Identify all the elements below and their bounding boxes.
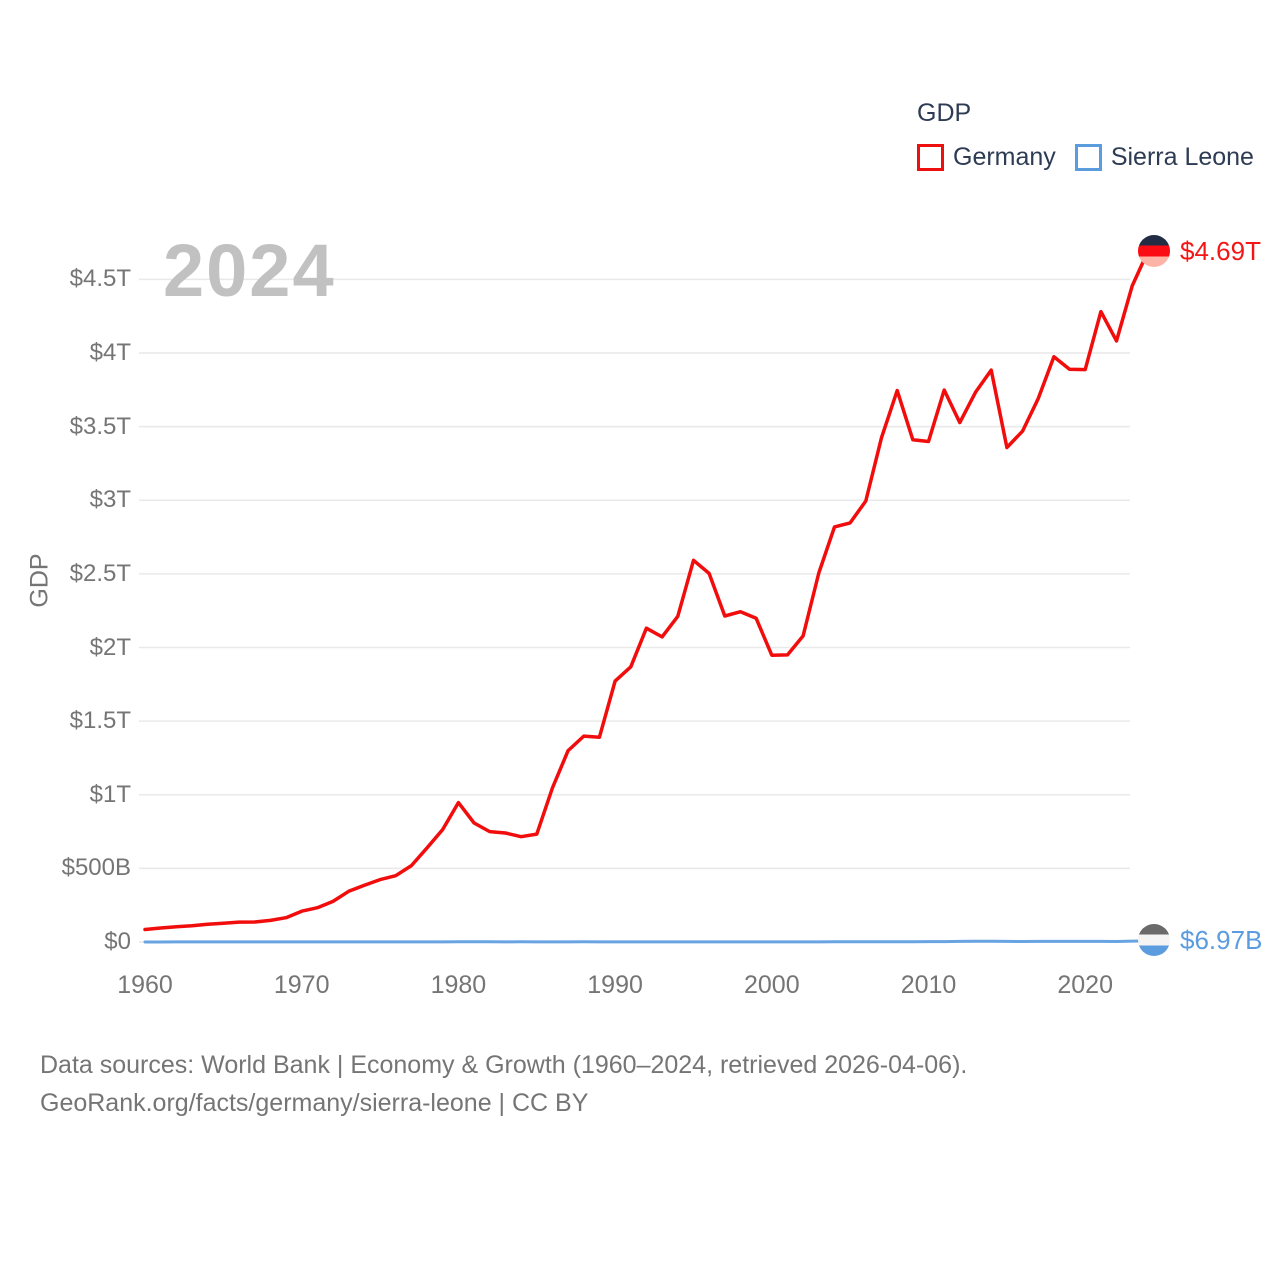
y-tick-label: $3.5T [69,412,131,440]
germany-flag-icon [1138,235,1170,267]
legend-row: Germany Sierra Leone [917,143,1254,172]
y-tick-label: $2T [89,633,131,661]
watermark-year: 2024 [163,229,336,312]
y-tick-label: $500B [61,854,131,882]
y-tick-label: $4T [89,339,131,366]
y-tick-label: $3T [89,486,131,514]
sierra-leone-swatch-icon [1074,144,1102,171]
y-tick-label: $1T [89,780,131,808]
germany-end-label: $4.69T [1138,235,1261,267]
legend-label-sierra-leone: Sierra Leone [1110,143,1254,171]
legend-title: GDP [917,99,972,127]
legend: GDP Germany Sierra Leone [917,99,1254,172]
legend-item-germany[interactable]: Germany [917,143,1056,172]
legend-item-sierra-leone[interactable]: Sierra Leone [1074,143,1254,172]
footer: Data sources: World Bank | Economy & Gro… [40,1046,967,1122]
sierra-leone-line[interactable] [143,939,1150,944]
y-tick-label: $0 [104,928,131,955]
germany-line[interactable] [143,249,1150,932]
legend-label-germany: Germany [953,143,1056,171]
x-tick-label: 2010 [900,971,957,999]
x-tick-label: 1990 [587,971,643,999]
x-tick-label: 1960 [117,971,173,999]
footer-sources-line: Data sources: World Bank | Economy & Gro… [40,1051,968,1079]
x-tick-label: 2020 [1057,971,1113,999]
x-tick-label: 1980 [430,971,487,999]
footer-attribution-line: GeoRank.org/facts/germany/sierra-leone |… [40,1089,589,1117]
germany-end-value: $4.69T [1180,235,1261,266]
germany-swatch-icon [917,144,944,171]
x-tick-label: 2000 [743,971,800,999]
y-tick-label: $1.5T [69,707,131,735]
y-tick-label: $2.5T [69,559,131,587]
sierra-leone-end-label: $6.97B [1138,924,1262,956]
sierra-leone-end-value: $6.97B [1180,924,1263,955]
sierra-leone-flag-icon [1138,924,1170,956]
y-tick-label: $4.5T [69,265,131,293]
x-tick-label: 1970 [273,971,330,999]
